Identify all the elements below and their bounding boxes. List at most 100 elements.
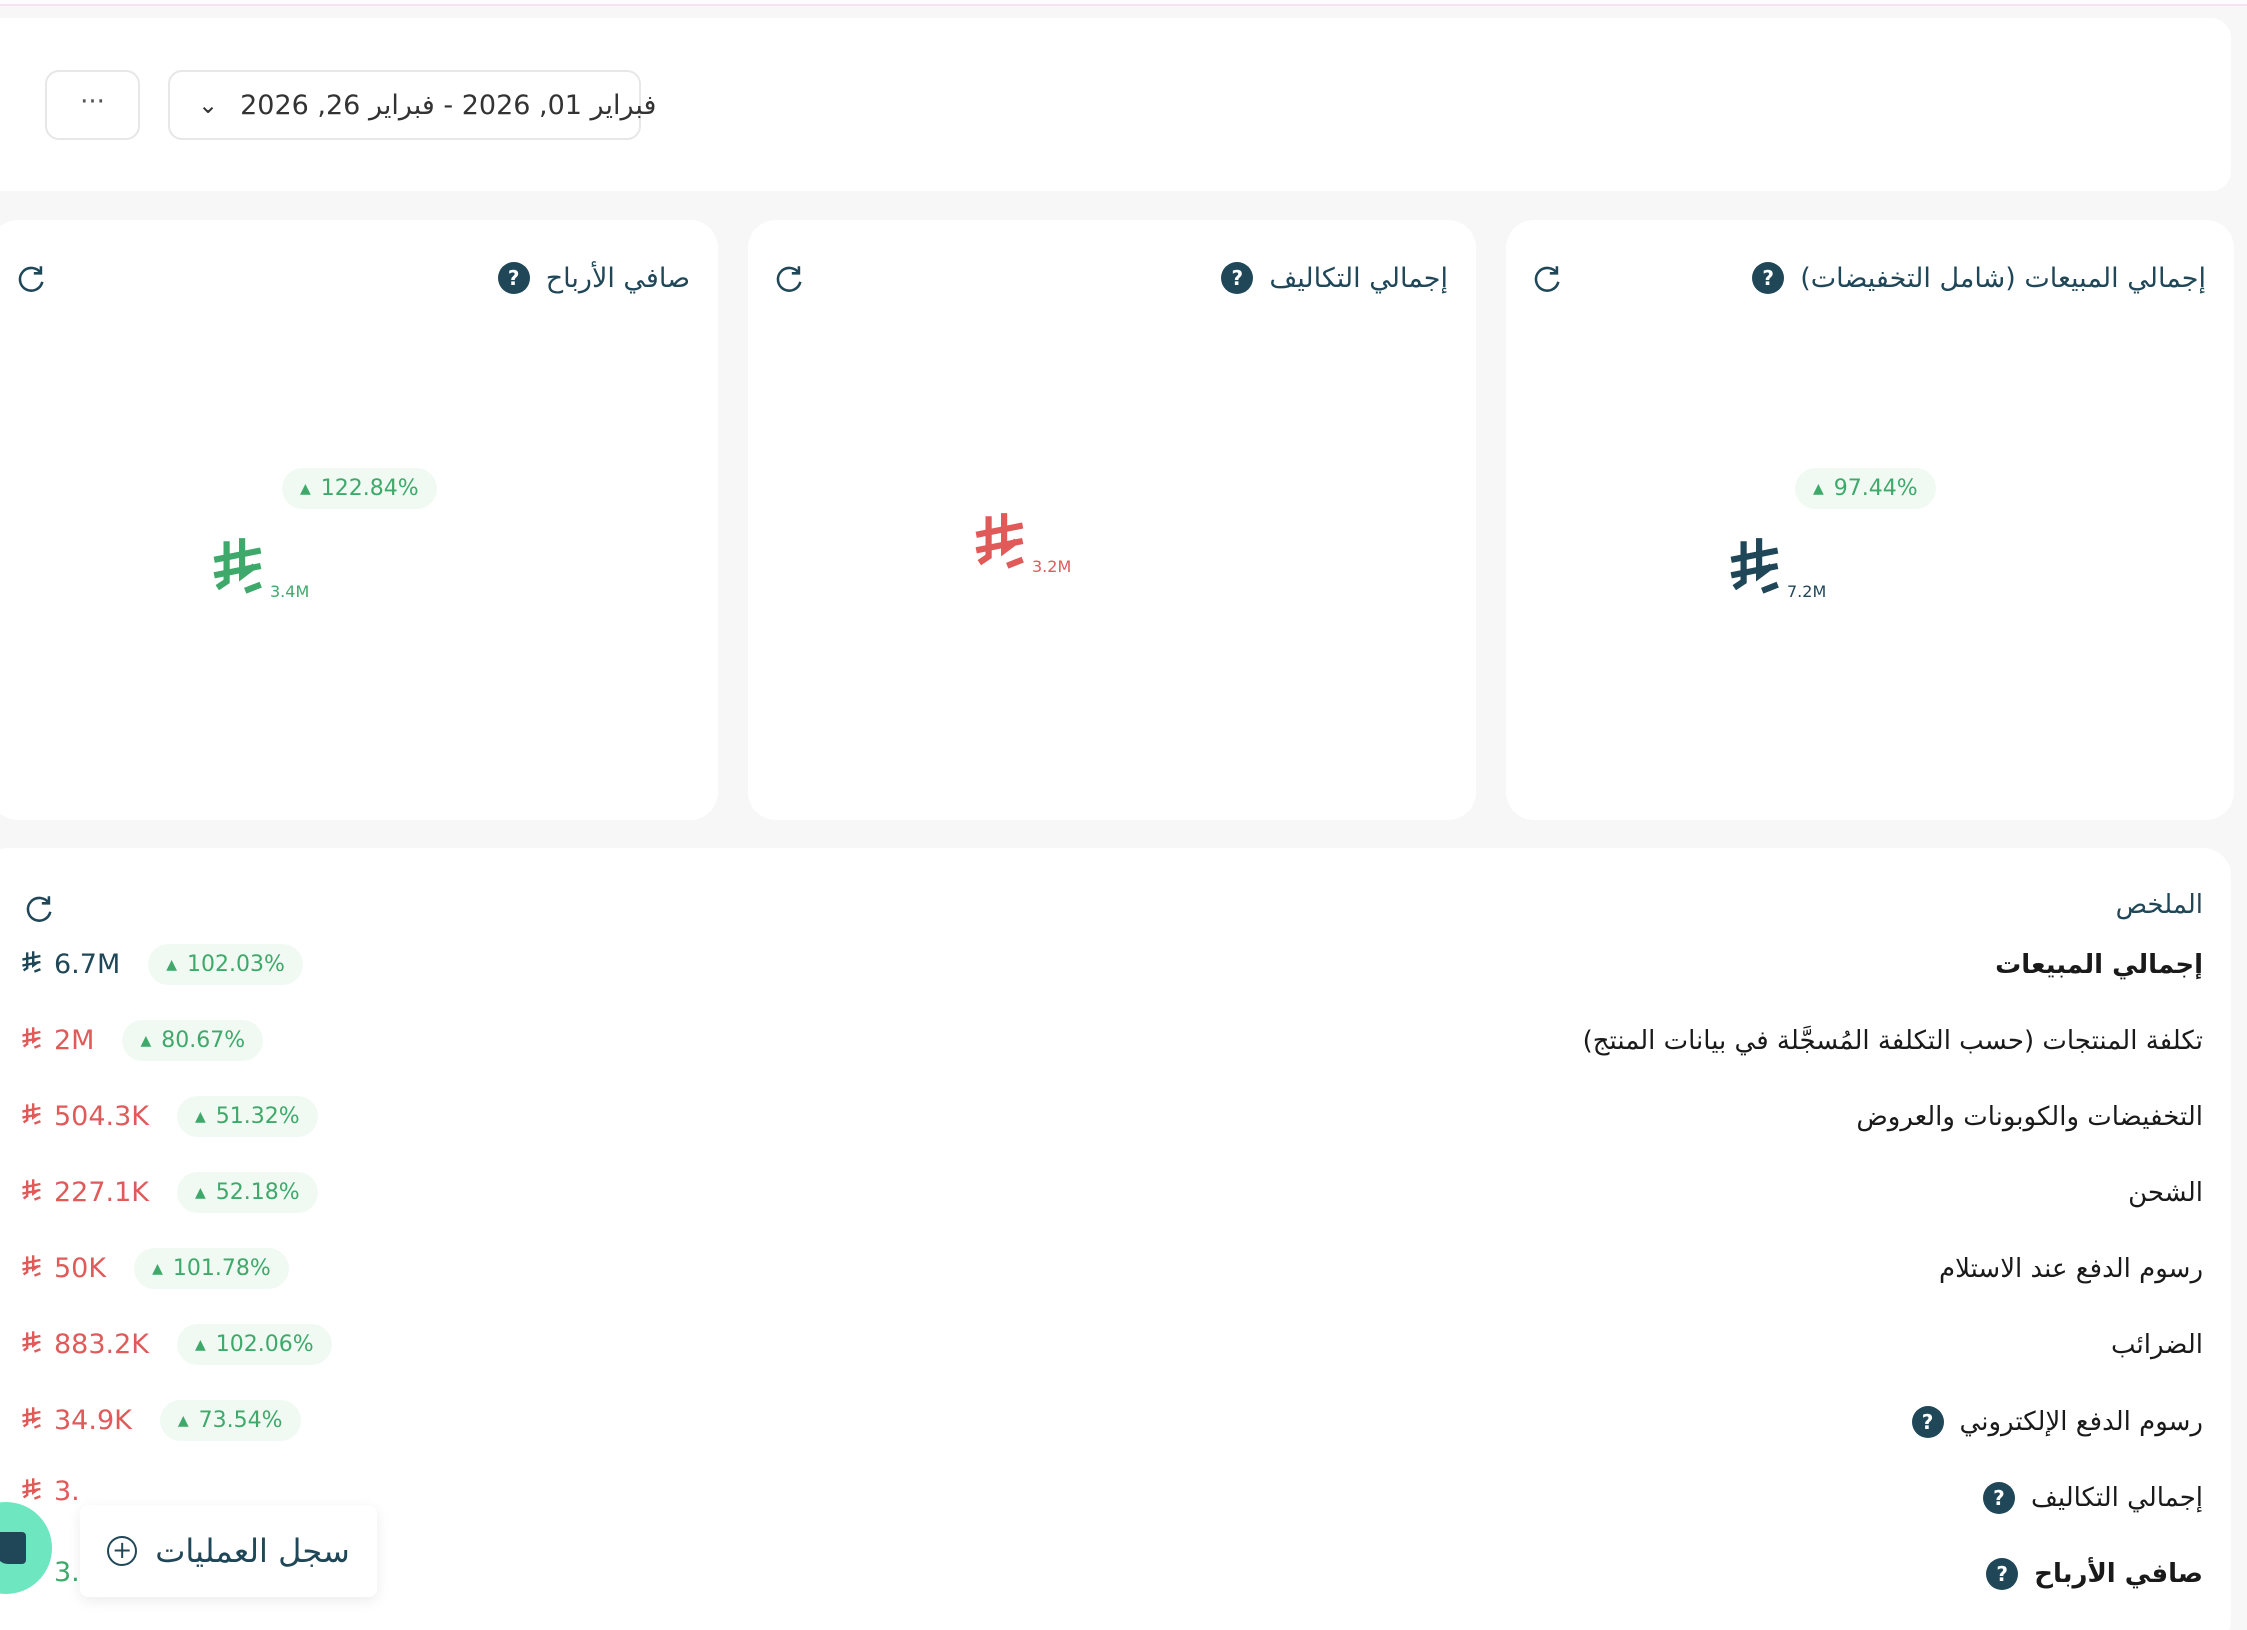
row-change-value: 52.18% (215, 1180, 300, 1205)
summary-row-label: رسوم الدفع عند الاستلام (1939, 1254, 2203, 1284)
activity-log-button[interactable]: سجل العمليات + (80, 1505, 377, 1597)
summary-row-value: 504.3K ▲ 51.32% (20, 1096, 318, 1137)
row-amount: 50K (20, 1253, 106, 1284)
summary-row-label: إجمالي المبيعات (1995, 950, 2203, 980)
kpi-value: 7.2M (1725, 535, 1826, 601)
row-change-value: 51.32% (215, 1104, 300, 1129)
arrow-up-icon: ▲ (195, 1184, 206, 1201)
riyal-icon (20, 1330, 44, 1360)
row-change-badge: ▲ 73.54% (159, 1400, 301, 1441)
help-icon[interactable]: ? (1752, 262, 1785, 294)
riyal-icon (20, 1477, 44, 1507)
plus-circle-icon: + (107, 1536, 138, 1566)
activity-log-label: سجل العمليات (155, 1532, 350, 1570)
row-label-text: تكلفة المنتجات (حسب التكلفة المُسجَّلة ف… (1582, 1026, 2203, 1056)
summary-row-label: إجمالي التكاليف? (1982, 1482, 2203, 1514)
top-border (0, 0, 2247, 6)
row-amount: 3. (20, 1476, 80, 1507)
kpi-title: إجمالي المبيعات (شامل التخفيضات) (1800, 262, 2206, 294)
arrow-up-icon: ▲ (177, 1412, 189, 1429)
help-icon[interactable]: ? (497, 262, 530, 294)
refresh-icon[interactable] (772, 262, 806, 296)
riyal-icon (1725, 538, 1787, 601)
row-change-value: 102.03% (187, 952, 285, 977)
row-label-text: رسوم الدفع عند الاستلام (1938, 1254, 2203, 1284)
row-change-badge: ▲ 51.32% (177, 1096, 318, 1137)
row-amount-text: 227.1K (54, 1177, 150, 1208)
kpi-value-text: 3.4M (270, 582, 310, 601)
row-amount-text: 6.7M (54, 949, 121, 980)
kpi-value-text: 3.2M (1032, 557, 1072, 576)
summary-title: الملخص (2115, 890, 2203, 920)
kpi-value: 3.4M (208, 535, 309, 601)
row-amount-text: 3. (54, 1476, 80, 1507)
help-icon[interactable]: ? (1982, 1482, 2015, 1514)
summary-row-value: 227.1K ▲ 52.18% (20, 1172, 318, 1213)
row-amount: 504.3K (20, 1101, 149, 1132)
riyal-icon (208, 538, 270, 601)
refresh-icon[interactable] (1530, 262, 1564, 296)
summary-row-value: 2M ▲ 80.67% (20, 1020, 264, 1061)
row-change-value: 101.78% (172, 1256, 271, 1281)
row-label-text: الشحن (2128, 1178, 2203, 1208)
row-change-badge: ▲ 101.78% (134, 1248, 289, 1289)
row-label-text: صافي الأرباح (2034, 1559, 2203, 1589)
row-amount-text: 50K (54, 1253, 107, 1284)
row-label-text: رسوم الدفع الإلكتروني (1959, 1407, 2203, 1437)
summary-row-value: 883.2K ▲ 102.06% (20, 1324, 332, 1365)
summary-row-value: 3. (20, 1476, 80, 1507)
kpi-change-badge: ▲ 97.44% (1795, 468, 1936, 509)
arrow-up-icon: ▲ (195, 1336, 206, 1353)
row-amount: 227.1K (20, 1177, 149, 1208)
kpi-value: 3.2M (970, 510, 1071, 576)
date-range-picker[interactable]: ⌄ فبراير 01, 2026 - فبراير 26, 2026 (168, 70, 656, 140)
summary-row-label: رسوم الدفع الإلكتروني? (1911, 1406, 2203, 1438)
summary-row-label: تكلفة المنتجات (حسب التكلفة المُسجَّلة ف… (1583, 1026, 2203, 1056)
arrow-up-icon: ▲ (140, 1032, 152, 1049)
kpi-title: إجمالي التكاليف (1269, 262, 1448, 294)
summary-refresh-icon[interactable] (22, 892, 56, 926)
more-options-button[interactable]: ··· (45, 70, 140, 140)
chat-icon (0, 1532, 26, 1564)
summary-card (0, 848, 2231, 1630)
kpi-title: صافي الأرباح (545, 262, 690, 294)
kpi-header: إجمالي التكاليف? (1221, 262, 1448, 294)
riyal-icon (970, 513, 1032, 576)
date-range-text: فبراير 01, 2026 - فبراير 26, 2026 (240, 89, 657, 121)
row-amount-text: 883.2K (54, 1329, 150, 1360)
riyal-icon (20, 1254, 44, 1284)
help-icon[interactable]: ? (1986, 1558, 2019, 1590)
arrow-up-icon: ▲ (195, 1108, 206, 1125)
row-amount: 34.9K (20, 1405, 132, 1436)
kpi-card: إجمالي التكاليف? (748, 220, 1476, 820)
riyal-icon (20, 1406, 44, 1436)
kpi-change-value: 122.84% (320, 476, 419, 501)
row-change-badge: ▲ 52.18% (177, 1172, 318, 1213)
row-change-badge: ▲ 102.03% (148, 944, 303, 985)
kpi-value-text: 7.2M (1787, 582, 1827, 601)
help-icon[interactable]: ? (1911, 1406, 1944, 1438)
summary-row-label: صافي الأرباح? (1986, 1558, 2203, 1590)
kpi-card: إجمالي المبيعات (شامل التخفيضات)? (1506, 220, 2234, 820)
row-change-badge: ▲ 80.67% (122, 1020, 264, 1061)
summary-row-value: 34.9K ▲ 73.54% (20, 1400, 301, 1441)
chevron-down-icon: ⌄ (198, 91, 219, 119)
row-amount: 2M (20, 1025, 94, 1056)
row-change-value: 102.06% (215, 1332, 314, 1357)
summary-row-label: الشحن (2128, 1178, 2203, 1208)
row-change-badge: ▲ 102.06% (177, 1324, 332, 1365)
row-label-text: الضرائب (2110, 1330, 2203, 1360)
arrow-up-icon: ▲ (300, 480, 311, 497)
kpi-header: صافي الأرباح? (497, 262, 690, 294)
summary-row-value: 6.7M ▲ 102.03% (20, 944, 303, 985)
row-change-value: 73.54% (198, 1408, 283, 1433)
kpi-change-value: 97.44% (1833, 476, 1918, 501)
summary-row-label: الضرائب (2111, 1330, 2203, 1360)
summary-row-value: 50K ▲ 101.78% (20, 1248, 289, 1289)
riyal-icon (20, 1102, 44, 1132)
help-icon[interactable]: ? (1221, 262, 1254, 294)
row-label-text: التخفيضات والكوبونات والعروض (1856, 1102, 2203, 1132)
kpi-card: صافي الأرباح? (0, 220, 718, 820)
refresh-icon[interactable] (14, 262, 48, 296)
row-change-value: 80.67% (161, 1028, 246, 1053)
